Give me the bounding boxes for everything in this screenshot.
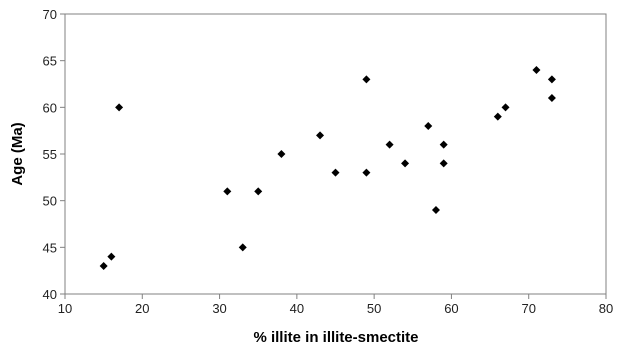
- data-point: [547, 94, 556, 102]
- x-tick-label: 40: [290, 301, 304, 316]
- plot-area: [64, 13, 607, 295]
- data-point: [99, 262, 108, 270]
- x-tick-label: 60: [444, 301, 458, 316]
- data-point: [115, 103, 124, 112]
- data-point: [277, 150, 286, 158]
- y-axis-title: Age (Ma): [9, 122, 26, 185]
- y-tick-label: 50: [43, 194, 57, 209]
- data-point: [107, 252, 116, 261]
- data-point: [424, 122, 433, 130]
- data-point: [439, 159, 448, 168]
- data-point: [254, 187, 263, 196]
- data-point: [362, 75, 371, 84]
- x-tick-label: 50: [367, 301, 381, 316]
- x-tick-label: 20: [135, 301, 149, 316]
- y-tick-label: 40: [43, 287, 57, 302]
- data-point: [331, 168, 340, 177]
- data-point: [385, 140, 394, 149]
- data-point: [431, 206, 440, 214]
- data-point: [238, 243, 247, 252]
- data-point: [316, 131, 325, 140]
- x-axis-title: % illite in illite-smectite: [253, 329, 418, 346]
- data-point: [493, 112, 502, 121]
- y-tick-label: 70: [43, 7, 57, 22]
- y-tick-label: 65: [43, 54, 57, 69]
- data-point: [501, 103, 510, 112]
- x-tick-label: 80: [599, 301, 613, 316]
- y-tick-label: 55: [43, 147, 57, 162]
- data-point: [401, 159, 410, 168]
- data-point: [439, 140, 448, 149]
- data-point: [532, 66, 541, 74]
- y-tick-label: 60: [43, 100, 57, 115]
- data-point: [547, 75, 556, 84]
- x-tick-label: 30: [212, 301, 226, 316]
- x-tick-label: 10: [58, 301, 72, 316]
- x-tick-label: 70: [521, 301, 535, 316]
- x-axis: 10 20 30 40 50 60 70 80: [58, 294, 613, 316]
- data-point: [223, 187, 232, 196]
- data-point: [362, 168, 371, 177]
- y-axis: 40 45 50 55 60 65 70: [43, 7, 65, 302]
- data-points: [99, 66, 556, 270]
- y-tick-label: 45: [43, 240, 57, 255]
